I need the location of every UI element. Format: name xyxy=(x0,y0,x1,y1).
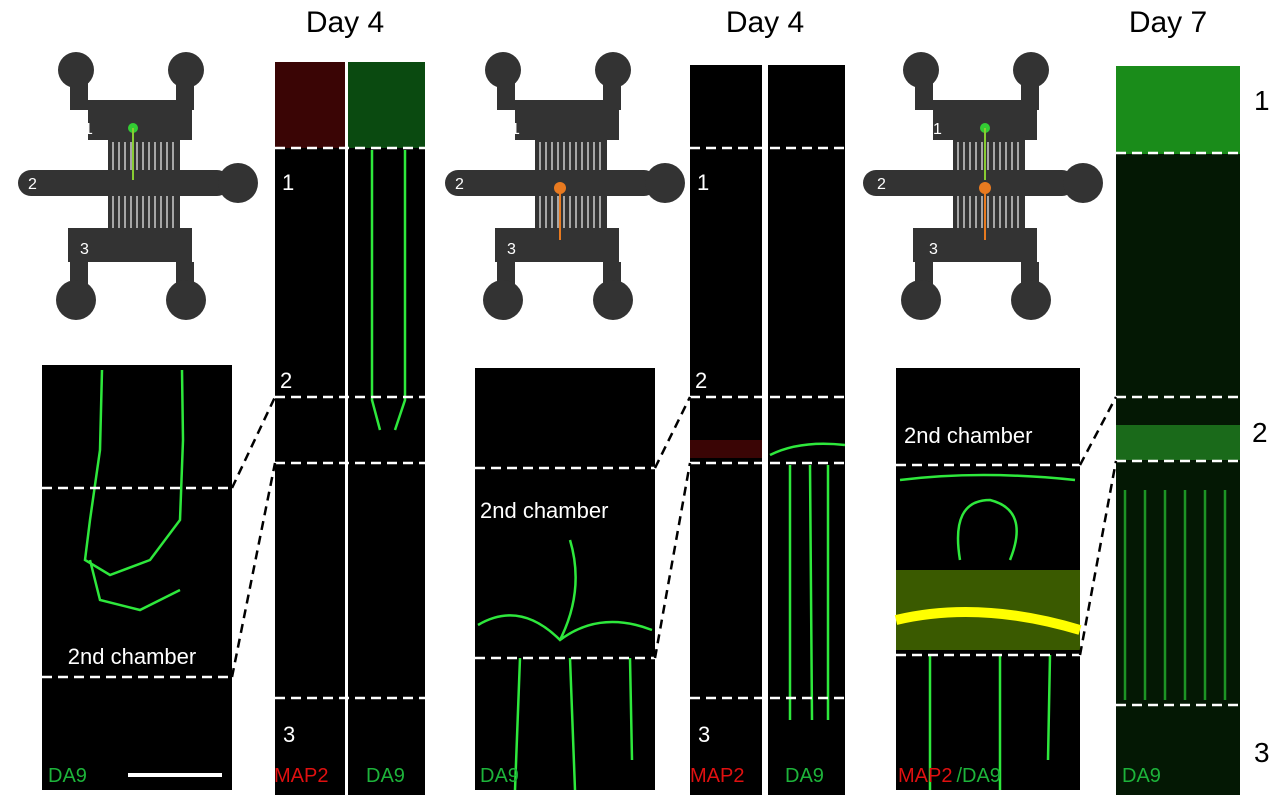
inset-label: 2nd chamber xyxy=(904,423,1032,448)
device-label: 1 xyxy=(511,121,520,138)
panel-title: Day 7 xyxy=(1129,6,1207,39)
strip-label: 3 xyxy=(1254,737,1270,768)
stain-label: MAP2 xyxy=(274,765,328,787)
inset-image xyxy=(42,365,232,790)
device-label: 3 xyxy=(929,241,938,258)
panel: Day 4 1 2 3 2nd chamber DA9 1 2 3 MAP2 D… xyxy=(17,6,425,795)
device-label: 2 xyxy=(877,176,886,193)
stain-label: DA9 xyxy=(785,765,824,787)
stain-label: DA9 xyxy=(366,765,405,787)
stain-label: /DA9 xyxy=(956,765,1000,787)
stain-label: DA9 xyxy=(48,765,87,787)
stain-label: MAP2 xyxy=(690,765,744,787)
panel-title: Day 4 xyxy=(306,6,384,39)
panel: Day 7 1 2 3 2nd chamber MAP2/DA9 1 2 3 D… xyxy=(862,6,1270,795)
device-label: 1 xyxy=(84,121,93,138)
strip-label: 2 xyxy=(1252,417,1268,448)
strip-label: 3 xyxy=(698,722,710,747)
strip-label: 2 xyxy=(280,368,292,393)
strip-label: 2 xyxy=(695,368,707,393)
stain-label: MAP2/DA9 xyxy=(898,765,1001,787)
strip-label: 1 xyxy=(1254,85,1270,116)
stain-label: DA9 xyxy=(1122,765,1161,787)
axon xyxy=(83,369,185,612)
inset-label: 2nd chamber xyxy=(480,498,608,523)
inset-label: 2nd chamber xyxy=(68,644,196,669)
device xyxy=(17,51,259,321)
strip-label: 1 xyxy=(282,170,294,195)
panel-title: Day 4 xyxy=(726,6,804,39)
panel: Day 4 1 2 3 2nd chamber DA9 1 2 3 MAP2 D… xyxy=(444,6,846,795)
device-label: 2 xyxy=(28,176,37,193)
stain-label: DA9 xyxy=(480,765,519,787)
stain-label: MAP2 xyxy=(898,765,952,787)
strip-label: 1 xyxy=(697,170,709,195)
strip-label: 3 xyxy=(283,722,295,747)
device-label: 1 xyxy=(933,121,942,138)
device-label: 3 xyxy=(507,241,516,258)
device-label: 3 xyxy=(80,241,89,258)
device-label: 2 xyxy=(455,176,464,193)
